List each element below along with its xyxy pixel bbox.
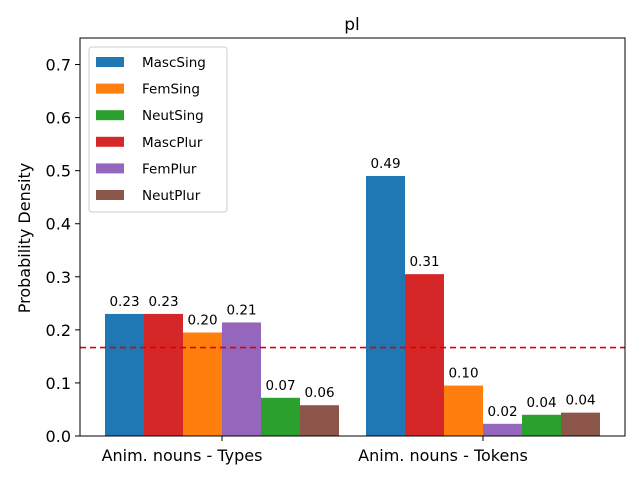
data-label: 0.21 — [226, 302, 256, 318]
data-label: 0.06 — [304, 385, 334, 401]
bar-mascplur-types — [144, 313, 183, 436]
y-tick-label: 0.1 — [46, 374, 71, 393]
legend-swatch — [96, 83, 124, 94]
legend-label: MascSing — [142, 55, 206, 71]
legend-label: NeutSing — [142, 108, 204, 124]
bar-neutplur-types — [300, 405, 339, 436]
data-label: 0.02 — [487, 404, 517, 420]
data-label: 0.04 — [526, 395, 556, 411]
legend-swatch — [96, 163, 124, 174]
legend-swatch — [96, 190, 124, 200]
legend-label: NeutPlur — [142, 188, 201, 204]
y-tick-label: 0.4 — [46, 215, 71, 234]
bar-mascsing-types — [105, 313, 144, 436]
y-tick-label: 0.0 — [46, 427, 71, 446]
bar-neutsing-tokens — [522, 414, 561, 436]
y-tick-label: 0.2 — [46, 321, 71, 340]
y-tick-label: 0.3 — [46, 268, 71, 287]
y-axis-label: Probability Density — [15, 163, 34, 314]
legend: MascSing FemSing NeutSing MascPlur FemPlur Ne… — [88, 46, 228, 213]
y-tick-label: 0.7 — [46, 56, 71, 75]
data-label: 0.23 — [148, 294, 178, 310]
legend-swatch — [96, 57, 124, 67]
legend-swatch — [96, 110, 124, 121]
data-label: 0.20 — [187, 313, 217, 329]
chart-title: pl — [344, 15, 360, 35]
y-tick-label: 0.5 — [46, 162, 71, 181]
data-label: 0.49 — [370, 156, 400, 172]
bar-femplur-types — [222, 322, 261, 436]
plot-area: 0.23 0.23 0.20 0.21 0.07 0.06 Anim. nouns - Ty… — [46, 37, 626, 465]
axes-frame — [79, 37, 626, 437]
bar-mascplur-tokens — [405, 274, 444, 436]
data-label: 0.23 — [109, 294, 139, 310]
data-label: 0.31 — [409, 254, 439, 270]
bar-neutplur-tokens — [561, 412, 600, 436]
legend-swatch — [96, 136, 124, 147]
data-label: 0.07 — [265, 378, 295, 394]
bar-mascsing-tokens — [366, 175, 405, 436]
data-label: 0.04 — [565, 393, 595, 409]
y-tick-label: 0.6 — [46, 109, 71, 128]
bar-neutsing-types — [261, 397, 300, 436]
legend-label: FemPlur — [142, 161, 197, 177]
data-label: 0.10 — [448, 366, 478, 382]
x-tick-label: Anim. nouns - Tokens — [358, 446, 528, 465]
bar-femplur-tokens — [483, 423, 522, 436]
legend-label: FemSing — [142, 82, 200, 98]
bar-femsing-tokens — [444, 385, 483, 436]
x-tick-label: Anim. nouns - Types — [102, 446, 263, 465]
legend-label: MascPlur — [142, 135, 203, 151]
bar-femsing-types — [183, 332, 222, 436]
